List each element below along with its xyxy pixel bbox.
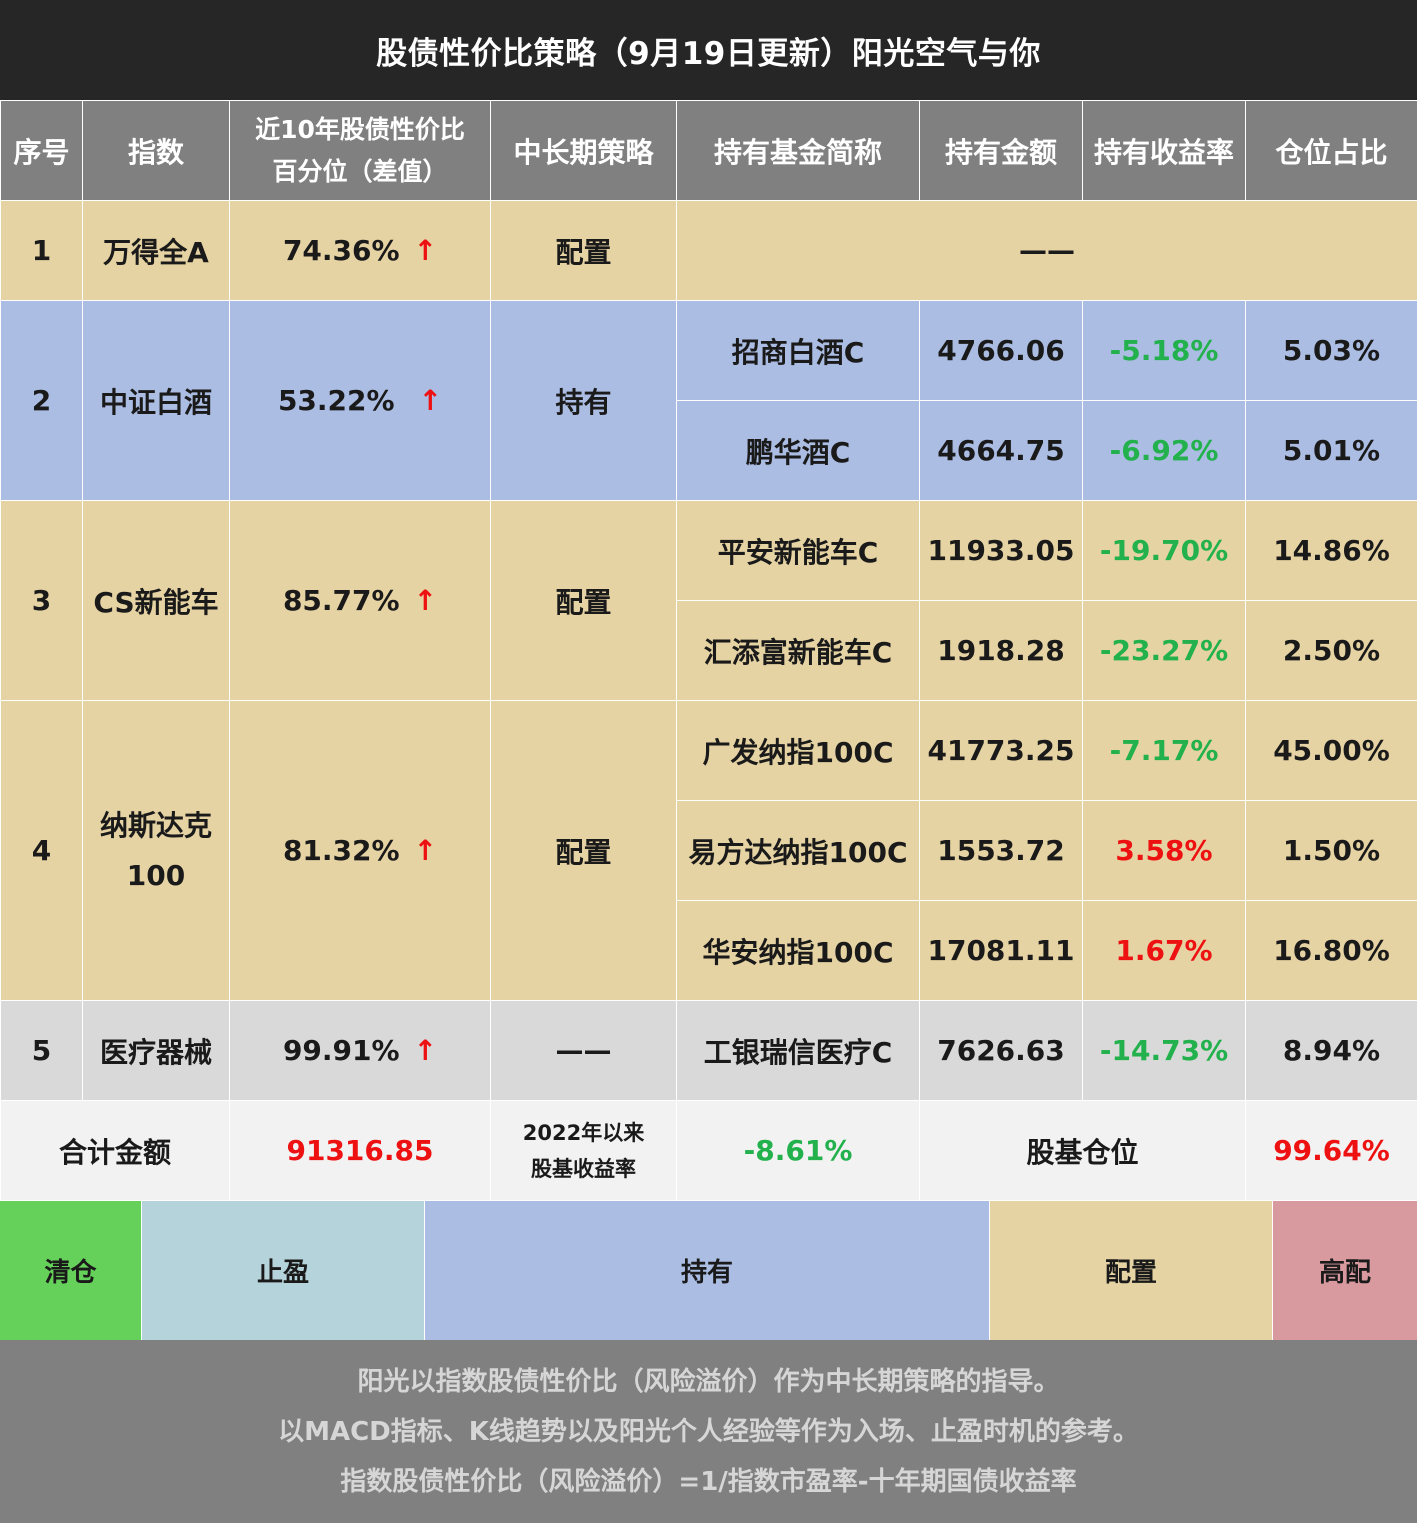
header-strategy: 中长期策略 — [490, 100, 677, 201]
since-2022-value: -8.61% — [676, 1100, 920, 1201]
position-value: 99.64% — [1245, 1100, 1417, 1201]
fund-name: 工银瑞信医疗C — [676, 1000, 920, 1101]
table-row: 鹏华酒C 4664.75 -6.92% 5.01% — [1, 400, 1417, 501]
total-label: 合计金额 — [0, 1100, 230, 1201]
fund-weight: 2.50% — [1245, 600, 1417, 701]
fund-weight: 45.00% — [1245, 700, 1417, 801]
note-line: 以MACD指标、K线趋势以及阳光个人经验等作为入场、止盈时机的参考。 — [278, 1416, 1139, 1447]
fund-name: 易方达纳指100C — [676, 800, 920, 901]
row-percentile: 99.91% ↑ — [229, 1000, 491, 1101]
table-row: 2 中证白酒 53.22% ↑ 持有 招商白酒C 4766.06 -5.18% 5… — [0, 300, 1417, 501]
fund-amount: 11933.05 — [919, 500, 1083, 601]
fund-return: -6.92% — [1082, 400, 1246, 501]
fund-weight: 8.94% — [1245, 1000, 1417, 1101]
strategy-legend: 清仓 止盈 持有 配置 高配 — [0, 1200, 1417, 1340]
row-empty-funds: —— — [676, 200, 1417, 301]
notes-footer: 阳光以指数股债性价比（风险溢价）作为中长期策略的指导。 以MACD指标、K线趋势… — [0, 1340, 1417, 1523]
up-arrow-icon: ↑ — [413, 1034, 438, 1067]
fund-return: -23.27% — [1082, 600, 1246, 701]
row-no: 3 — [0, 500, 83, 701]
row-no: 5 — [0, 1000, 83, 1101]
table-header-row: 序号 指数 近10年股债性价比 百分位（差值） 中长期策略 持有基金简称 持有金… — [0, 100, 1417, 201]
header-weight: 仓位占比 — [1245, 100, 1417, 201]
fund-name: 广发纳指100C — [676, 700, 920, 801]
fund-return: -19.70% — [1082, 500, 1246, 601]
note-line: 阳光以指数股债性价比（风险溢价）作为中长期策略的指导。 — [357, 1366, 1060, 1397]
totals-row: 合计金额 91316.85 2022年以来 股基收益率 -8.61% 股基仓位 … — [0, 1100, 1417, 1201]
legend-take-profit: 止盈 — [142, 1201, 425, 1340]
legend-high-allocate: 高配 — [1273, 1201, 1417, 1340]
fund-weight: 14.86% — [1245, 500, 1417, 601]
table-row: 5 医疗器械 99.91% ↑ —— 工银瑞信医疗C 7626.63 -14.73… — [0, 1000, 1417, 1101]
legend-allocate: 配置 — [990, 1201, 1273, 1340]
row-no: 4 — [0, 700, 83, 1001]
row-percentile: 85.77% ↑ — [229, 500, 491, 701]
fund-return: 1.67% — [1082, 900, 1246, 1001]
fund-amount: 4766.06 — [919, 300, 1083, 401]
fund-name: 招商白酒C — [676, 300, 920, 401]
row-index: 中证白酒 — [82, 300, 230, 501]
position-label: 股基仓位 — [919, 1100, 1246, 1201]
up-arrow-icon: ↑ — [413, 834, 438, 867]
header-return: 持有收益率 — [1082, 100, 1246, 201]
header-percentile-line2: 百分位（差值） — [272, 156, 448, 186]
header-index: 指数 — [82, 100, 230, 201]
row-no: 1 — [0, 200, 83, 301]
row-percentile: 74.36% ↑ — [229, 200, 491, 301]
fund-amount: 4664.75 — [919, 400, 1083, 501]
table-row: 1 万得全A 74.36% ↑ 配置 —— — [0, 200, 1417, 301]
fund-return: -5.18% — [1082, 300, 1246, 401]
fund-name: 平安新能车C — [676, 500, 920, 601]
fund-weight: 5.03% — [1245, 300, 1417, 401]
fund-name: 华安纳指100C — [676, 900, 920, 1001]
fund-return: -7.17% — [1082, 700, 1246, 801]
up-arrow-icon: ↑ — [413, 234, 438, 267]
total-amount: 91316.85 — [229, 1100, 491, 1201]
row-percentile: 53.22% ↑ — [229, 300, 491, 501]
legend-hold: 持有 — [425, 1201, 990, 1340]
table-row: 易方达纳指100C 1553.72 3.58% 1.50% — [1, 800, 1417, 901]
row-strategy: 配置 — [490, 200, 677, 301]
header-fund-name: 持有基金简称 — [676, 100, 920, 201]
header-percentile: 近10年股债性价比 百分位（差值） — [229, 100, 491, 201]
table-row: 汇添富新能车C 1918.28 -23.27% 2.50% — [1, 600, 1417, 701]
fund-amount: 1553.72 — [919, 800, 1083, 901]
row-index: 纳斯达克 100 — [82, 700, 230, 1001]
since-2022-label: 2022年以来 股基收益率 — [490, 1100, 677, 1201]
page-title: 股债性价比策略（9月19日更新）阳光空气与你 — [0, 0, 1417, 100]
fund-name: 汇添富新能车C — [676, 600, 920, 701]
fund-amount: 1918.28 — [919, 600, 1083, 701]
header-percentile-line1: 近10年股债性价比 — [255, 114, 465, 144]
strategy-table: 序号 指数 近10年股债性价比 百分位（差值） 中长期策略 持有基金简称 持有金… — [0, 100, 1417, 1201]
header-no: 序号 — [0, 100, 83, 201]
fund-return: -14.73% — [1082, 1000, 1246, 1101]
fund-name: 鹏华酒C — [676, 400, 920, 501]
note-line: 指数股债性价比（风险溢价）=1/指数市盈率-十年期国债收益率 — [340, 1466, 1077, 1497]
fund-weight: 16.80% — [1245, 900, 1417, 1001]
legend-clear: 清仓 — [0, 1201, 142, 1340]
row-index: CS新能车 — [82, 500, 230, 701]
fund-amount: 41773.25 — [919, 700, 1083, 801]
row-index: 医疗器械 — [82, 1000, 230, 1101]
fund-amount: 17081.11 — [919, 900, 1083, 1001]
fund-weight: 5.01% — [1245, 400, 1417, 501]
header-amount: 持有金额 — [919, 100, 1083, 201]
row-strategy: 配置 — [490, 700, 677, 1001]
up-arrow-icon: ↑ — [418, 384, 443, 417]
row-strategy: —— — [490, 1000, 677, 1101]
row-strategy: 持有 — [490, 300, 677, 501]
fund-return: 3.58% — [1082, 800, 1246, 901]
fund-amount: 7626.63 — [919, 1000, 1083, 1101]
row-percentile: 81.32% ↑ — [229, 700, 491, 1001]
row-strategy: 配置 — [490, 500, 677, 701]
up-arrow-icon: ↑ — [413, 584, 438, 617]
fund-weight: 1.50% — [1245, 800, 1417, 901]
table-row: 4 纳斯达克 100 81.32% ↑ 配置 广发纳指100C 41773.25 … — [0, 700, 1417, 1001]
table-row: 3 CS新能车 85.77% ↑ 配置 平安新能车C 11933.05 -19.7… — [0, 500, 1417, 701]
row-index: 万得全A — [82, 200, 230, 301]
row-no: 2 — [0, 300, 83, 501]
